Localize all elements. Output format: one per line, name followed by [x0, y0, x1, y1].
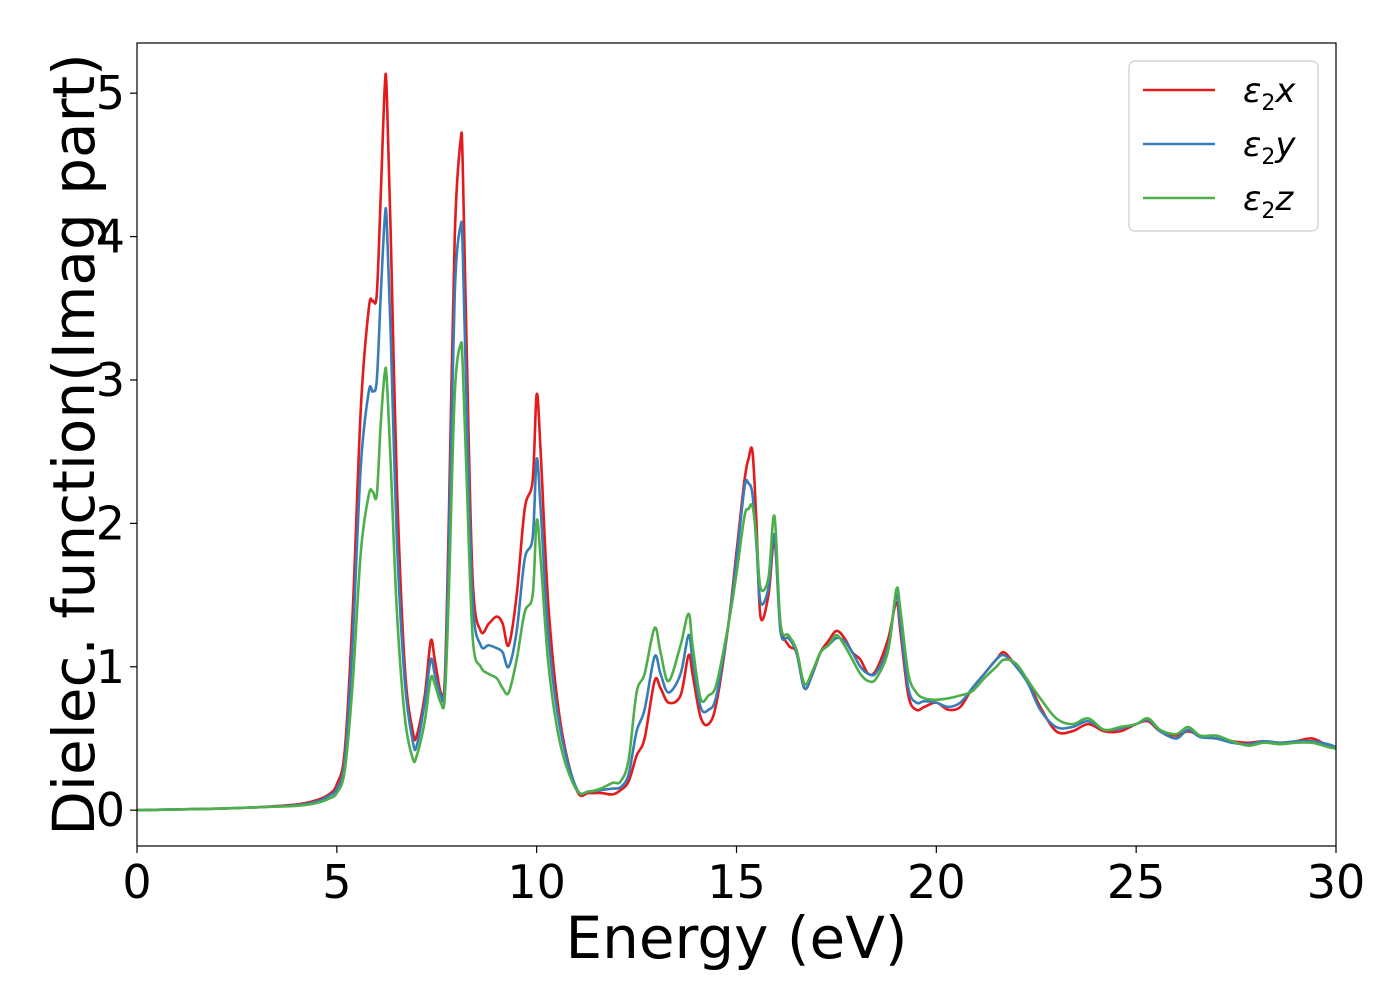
- legend-label-x: ε2x: [1243, 71, 1296, 116]
- y-axis-title: Dielec. function(Imag part): [40, 53, 108, 836]
- x-axis-title: Energy (eV): [565, 904, 907, 972]
- y-tick-label: 1: [96, 640, 125, 694]
- x-tick-label: 30: [1307, 855, 1366, 909]
- legend-label-y: ε2y: [1243, 125, 1296, 170]
- legend-label-subscript: 2: [1261, 91, 1275, 116]
- legend-box: [1128, 60, 1319, 232]
- legend-label-subscript: 2: [1261, 199, 1275, 224]
- x-tick-label: 15: [707, 855, 766, 909]
- legend-label-symbol: ε: [1243, 71, 1261, 111]
- series-line-z: [136, 340, 1337, 812]
- ticks-layer: 0 5 10 15 20 25 30 0 1 2 3 4 5: [96, 66, 1366, 909]
- y-tick-label: 0: [96, 783, 125, 837]
- y-tick-label: 3: [96, 353, 125, 407]
- legend-label-component: x: [1274, 71, 1296, 111]
- x-tick-label: 5: [322, 855, 351, 909]
- x-tick-label: 25: [1107, 855, 1166, 909]
- series-line-y: [136, 206, 1337, 812]
- legend-label-symbol: ε: [1243, 179, 1261, 219]
- legend-label-z: ε2z: [1243, 179, 1294, 224]
- legend-label-component: z: [1274, 179, 1294, 219]
- legend-label-symbol: ε: [1243, 125, 1261, 165]
- x-tick-label: 0: [122, 855, 151, 909]
- legend-label-component: y: [1274, 125, 1296, 165]
- y-tick-label: 4: [96, 210, 125, 264]
- y-tick-label: 5: [96, 66, 125, 120]
- x-tick-label: 10: [507, 855, 566, 909]
- legend-label-subscript: 2: [1261, 145, 1275, 170]
- y-tick-label: 2: [96, 496, 125, 550]
- series-layer: [136, 72, 1337, 812]
- x-tick-label: 20: [907, 855, 966, 909]
